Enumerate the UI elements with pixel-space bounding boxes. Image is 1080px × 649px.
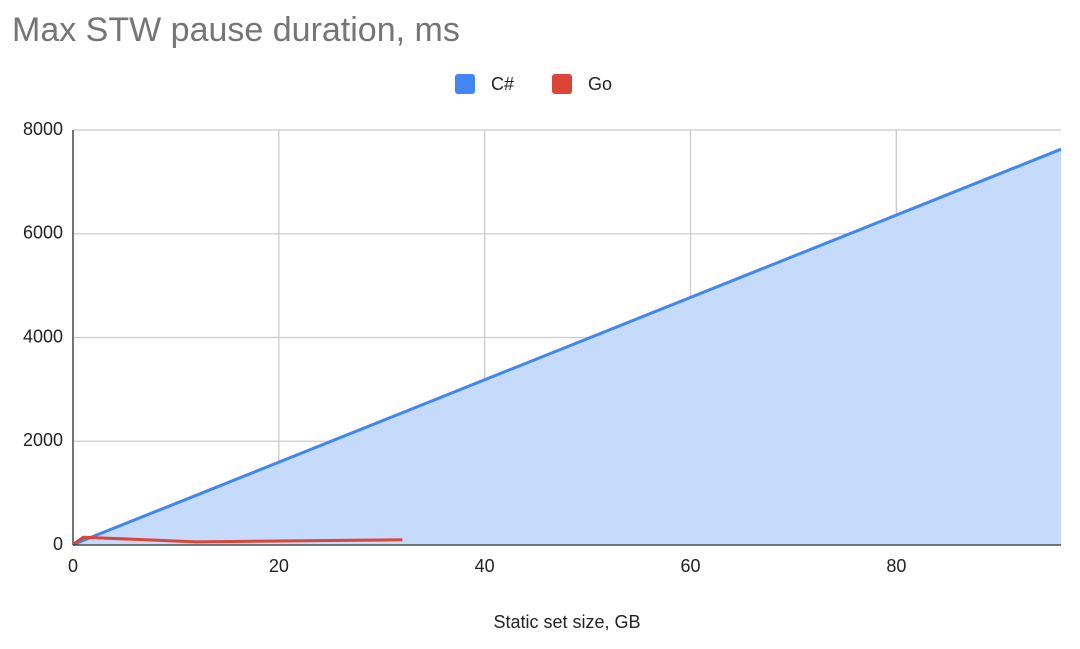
y-tick-label: 2000 — [23, 430, 63, 450]
legend-label: Go — [588, 74, 612, 94]
x-axis-title: Static set size, GB — [493, 612, 640, 632]
legend-swatch — [552, 74, 572, 94]
y-tick-label: 6000 — [23, 223, 63, 243]
legend-label: C# — [491, 74, 514, 94]
x-tick-label: 20 — [269, 556, 289, 576]
y-tick-label: 8000 — [23, 119, 63, 139]
legend-swatch — [455, 74, 475, 94]
chart-title: Max STW pause duration, ms — [12, 11, 460, 49]
y-tick-label: 0 — [53, 534, 63, 554]
x-tick-label: 80 — [886, 556, 906, 576]
x-tick-label: 60 — [680, 556, 700, 576]
x-tick-label: 0 — [68, 556, 78, 576]
x-tick-label: 40 — [475, 556, 495, 576]
area-line — [72, 147, 1062, 547]
y-tick-label: 4000 — [23, 326, 63, 346]
line — [72, 535, 403, 546]
